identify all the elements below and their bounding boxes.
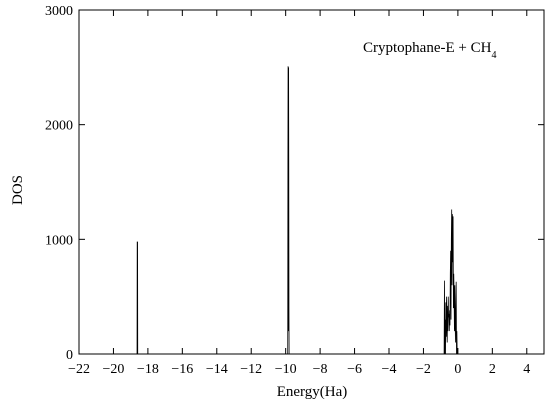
y-tick-label: 1000 [45,233,73,248]
dos-series-line [136,66,460,355]
y-axis-title: DOS [10,175,26,205]
y-tick-label: 0 [66,348,73,363]
x-tick-label: 4 [523,362,530,377]
x-tick-label: −2 [416,362,431,377]
x-tick-label: −22 [68,362,90,377]
y-tick-label: 3000 [45,4,73,19]
y-tick-label: 2000 [45,119,73,134]
annotation-main: Cryptophane-E + CH [363,40,492,56]
x-tick-label: 2 [489,362,496,377]
x-tick-label: −16 [171,362,193,377]
annotation-subscript: 4 [491,50,496,61]
x-tick-label: −4 [382,362,397,377]
x-axis-title: Energy(Ha) [277,384,348,400]
y-axis-ticks: 0 1000 2000 3000 [45,4,544,363]
x-tick-label: −14 [206,362,228,377]
x-tick-label: 0 [454,362,461,377]
x-tick-label: −12 [240,362,262,377]
x-tick-label: −18 [137,362,159,377]
series-group [136,66,460,355]
x-tick-label: −6 [347,362,362,377]
plot-frame [78,9,545,355]
x-tick-label: −20 [102,362,124,377]
x-tick-label: −8 [313,362,328,377]
x-tick-label: −10 [275,362,297,377]
x-axis-ticks: −22 −20 −18 −16 −14 −12 −10 −8 −6 −4 −2 0 2 4 [68,10,530,377]
chart-annotation: Cryptophane-E + CH4 [363,40,496,61]
